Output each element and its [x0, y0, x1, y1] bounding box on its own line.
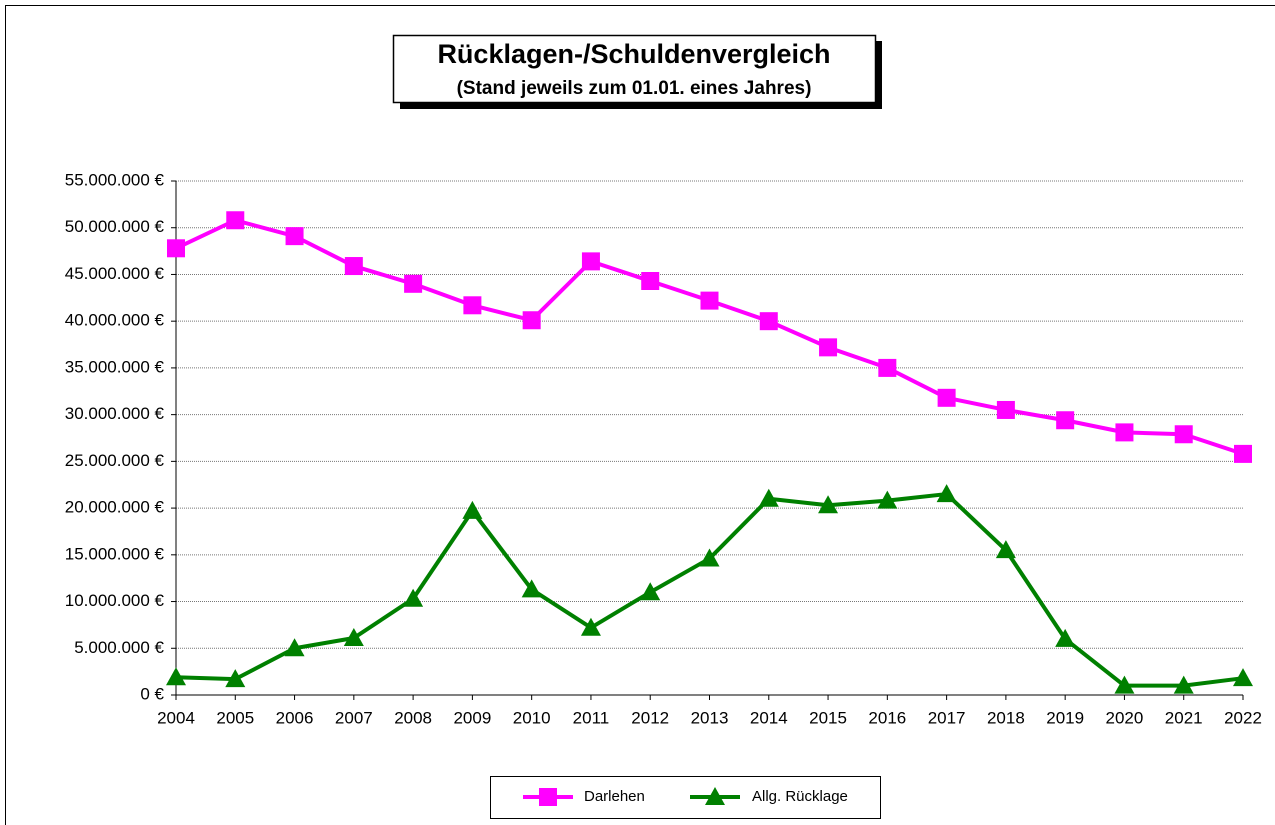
x-tick-label: 2004 [157, 708, 195, 727]
point [1234, 444, 1252, 463]
y-tick-label: 45.000.000 € [65, 264, 165, 283]
point [700, 291, 719, 310]
x-tick-label: 2013 [691, 708, 729, 727]
x-tick-label: 2009 [453, 708, 491, 727]
point [1233, 668, 1253, 687]
x-tick-label: 2019 [1046, 708, 1084, 727]
point [581, 252, 600, 271]
point [167, 239, 185, 258]
x-tick-label: 2016 [868, 708, 906, 727]
point [995, 540, 1016, 559]
point [1174, 425, 1193, 444]
point [878, 358, 897, 377]
legend-marker [539, 788, 557, 806]
point [463, 296, 482, 315]
point [403, 588, 424, 607]
x-tick-label: 2015 [809, 708, 847, 727]
y-tick-label: 30.000.000 € [65, 404, 165, 423]
x-tick-label: 2008 [394, 708, 432, 727]
point [996, 400, 1015, 419]
point [580, 617, 601, 636]
y-tick-label: 10.000.000 € [65, 591, 165, 610]
y-tick-label: 25.000.000 € [65, 451, 165, 470]
point [1173, 675, 1194, 694]
point [522, 311, 541, 330]
series-line [175, 218, 1244, 456]
x-tick-label: 2021 [1165, 708, 1203, 727]
point [344, 257, 363, 276]
point [404, 274, 423, 293]
x-tick-label: 2006 [276, 708, 314, 727]
y-tick-label: 15.000.000 € [65, 544, 165, 563]
y-tick-label: 50.000.000 € [65, 217, 165, 236]
point [1114, 675, 1135, 694]
legend-marker [705, 787, 725, 805]
point [462, 500, 483, 519]
point [1055, 628, 1076, 647]
y-tick-label: 40.000.000 € [65, 311, 165, 330]
chart-subtitle: (Stand jeweils zum 01.01. eines Jahres) [457, 78, 812, 99]
point [226, 211, 245, 230]
point [1056, 411, 1075, 430]
legend-label: Allg. Rücklage [752, 788, 848, 805]
point [1115, 423, 1134, 442]
x-tick-label: 2017 [928, 708, 966, 727]
y-tick-label: 20.000.000 € [65, 498, 165, 517]
x-tick-label: 2018 [987, 708, 1025, 727]
x-tick-label: 2010 [513, 708, 551, 727]
point [640, 582, 661, 601]
point [699, 548, 720, 567]
series-line [175, 492, 1244, 688]
point [758, 488, 779, 507]
point [819, 338, 838, 357]
point [936, 484, 957, 503]
point [225, 669, 246, 688]
x-tick-label: 2020 [1106, 708, 1144, 727]
point [521, 579, 542, 598]
x-tick-label: 2012 [631, 708, 669, 727]
y-tick-label: 5.000.000 € [74, 638, 164, 657]
point [343, 627, 364, 646]
x-tick-label: 2007 [335, 708, 373, 727]
title-box [392, 34, 877, 104]
point [759, 312, 778, 331]
point [641, 271, 660, 290]
x-tick-label: 2005 [216, 708, 254, 727]
x-tick-label: 2011 [573, 708, 610, 727]
x-tick-label: 2022 [1224, 708, 1262, 727]
point [818, 495, 839, 514]
chart-border [5, 5, 1275, 825]
point [284, 638, 305, 657]
y-tick-label: 0 € [140, 684, 164, 703]
chart-title: Rücklagen-/Schuldenvergleich [437, 39, 830, 69]
point [166, 667, 186, 686]
legend-label: Darlehen [584, 788, 645, 805]
y-tick-label: 55.000.000 € [65, 170, 165, 189]
y-tick-label: 35.000.000 € [65, 357, 165, 376]
x-tick-label: 2014 [750, 708, 788, 727]
point [937, 388, 956, 407]
point [285, 227, 304, 246]
point [877, 490, 898, 509]
